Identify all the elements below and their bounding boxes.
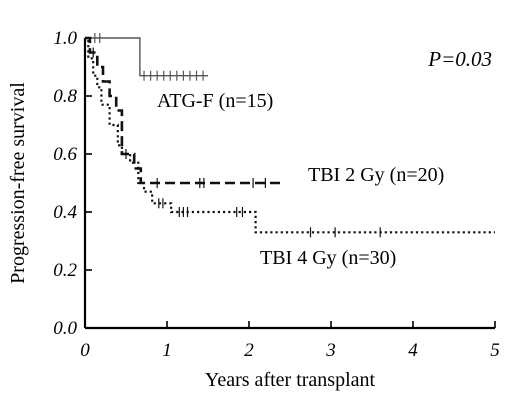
series-label-tbi-2gy: TBI 2 Gy (n=20) [308, 164, 444, 186]
x-tick-label: 0 [80, 340, 90, 361]
y-tick-label: 0.8 [53, 86, 77, 107]
x-ticks: 0 1 2 3 4 5 [80, 321, 500, 361]
x-tick-label: 5 [490, 340, 500, 361]
y-ticks: 0.0 0.2 0.4 0.6 0.8 1.0 [53, 28, 92, 339]
series-label-tbi-4gy: TBI 4 Gy (n=30) [260, 247, 396, 269]
series-label-atg-f: ATG-F (n=15) [157, 90, 273, 112]
y-tick-label: 0.0 [53, 318, 77, 339]
p-value-annotation: P=0.03 [427, 47, 492, 71]
x-tick-label: 3 [325, 340, 336, 361]
censor-marks [92, 33, 381, 238]
y-axis-title: Progression-free survival [7, 82, 29, 284]
x-tick-label: 2 [244, 340, 254, 361]
x-axis-title: Years after transplant [205, 369, 376, 391]
y-tick-label: 0.4 [53, 202, 77, 223]
series-line-atg-f [85, 37, 208, 77]
axes [83, 38, 495, 330]
series-line-tbi-2gy [85, 36, 282, 185]
series-line-tbi-4gy [85, 36, 495, 234]
y-tick-label: 1.0 [53, 28, 77, 49]
y-tick-label: 0.2 [53, 260, 77, 281]
series-layer [85, 36, 495, 234]
x-tick-label: 4 [408, 340, 418, 361]
x-tick-label: 1 [162, 340, 172, 361]
y-tick-label: 0.6 [53, 144, 77, 165]
